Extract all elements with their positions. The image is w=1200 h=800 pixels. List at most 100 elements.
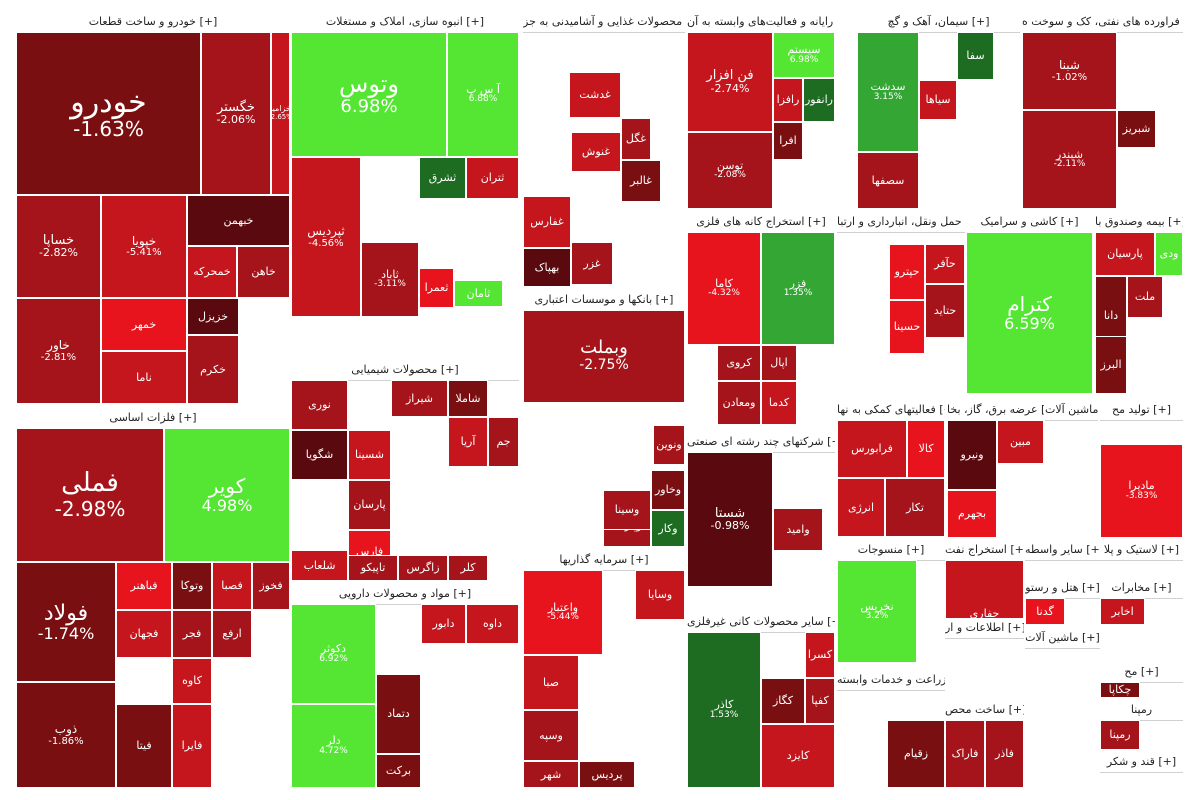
stock-tile[interactable]: نوری [291, 380, 348, 430]
stock-tile[interactable]: فصبا [212, 562, 252, 610]
stock-tile[interactable]: وکار [651, 510, 685, 547]
stock-tile[interactable]: وتوکا [172, 562, 212, 610]
sector-panel[interactable]: فراورده های نفتی، کک و سوخت ه [+]شبنا-1.… [1022, 12, 1183, 209]
stock-tile[interactable]: زاگرس [398, 555, 448, 581]
stock-tile[interactable]: شهر [523, 761, 579, 788]
sector-title[interactable]: خودرو و ساخت قطعات [+] [16, 12, 290, 33]
sector-title[interactable]: محصولات غذایی و آشامیدنی به جز [+] [523, 12, 685, 33]
stock-tile[interactable]: حآفر [925, 244, 965, 284]
sector-title[interactable]: فراورده های نفتی، کک و سوخت ه [+] [1022, 12, 1183, 33]
stock-tile[interactable]: توسن -2.08% [687, 132, 773, 209]
sector-title[interactable]: سیمان، آهک و گچ [+] [857, 12, 1020, 33]
stock-tile[interactable]: وتوس 6.98% [291, 32, 447, 157]
sector-panel[interactable]: رمپنا رمپنا [1100, 700, 1183, 750]
stock-tile[interactable]: سیاها [919, 80, 957, 120]
stock-tile[interactable]: اخابر [1100, 598, 1145, 625]
stock-tile[interactable]: کالا [907, 420, 945, 478]
sector-panel[interactable]: لاستیک و پلا [+] [1100, 540, 1183, 576]
sector-panel[interactable]: محصولات غذایی و آشامیدنی به جز [+] غدشت غگ… [523, 12, 685, 287]
stock-tile[interactable]: شیراز [391, 380, 448, 417]
stock-tile[interactable]: فاراک [945, 720, 985, 788]
stock-tile[interactable]: ذوب -1.86% [16, 682, 116, 788]
sector-panel[interactable]: سیمان، آهک و گچ [+] سدشت 3.15% سفا سیاها سصفه… [857, 12, 1020, 209]
sector-title[interactable]: فعالیتهای کمکی به نها [+] [837, 400, 945, 421]
sector-panel[interactable]: انبوه سازی، املاک و مستغلات [+] وتوس 6.98%… [291, 12, 519, 357]
sector-panel[interactable]: عرضه برق، گاز، بخا [+] ونیرو مبین بجهرم [947, 400, 1044, 538]
stock-tile[interactable]: داوه [466, 604, 519, 644]
stock-tile[interactable]: گدنا [1025, 598, 1065, 625]
sector-panel[interactable]: سایر واسطه [+] [1025, 540, 1100, 576]
stock-tile[interactable]: فجر [172, 610, 212, 658]
sector-title[interactable]: کاشی و سرامیک [+] [966, 212, 1093, 233]
stock-tile[interactable]: کروی [717, 345, 761, 381]
sector-panel[interactable]: کاشی و سرامیک [+] کترام 6.59% [966, 212, 1093, 394]
stock-tile[interactable]: کسرا [805, 632, 835, 678]
stock-tile[interactable]: ثتران [466, 157, 519, 199]
stock-tile[interactable]: زقیام [887, 720, 945, 788]
stock-tile[interactable]: کاما -4.32% [687, 232, 761, 345]
sector-panel[interactable]: محصولات شیمیایی [+] نوری شیراز شاملا شگویا شس… [291, 360, 519, 581]
stock-tile[interactable]: خپویا -5.41% [101, 195, 187, 298]
stock-tile[interactable]: ودی [1155, 232, 1183, 276]
sector-panel[interactable]: مخابرات [+] اخابر [1100, 578, 1183, 625]
sector-title[interactable]: قند و شکر [+] [1100, 752, 1183, 773]
stock-tile[interactable]: حپترو [889, 244, 925, 300]
stock-tile[interactable]: رافزا [773, 78, 803, 122]
stock-tile[interactable]: دلر 4.72% [291, 704, 376, 788]
stock-tile[interactable]: کترام 6.59% [966, 232, 1093, 394]
stock-tile[interactable]: خاهن [237, 246, 290, 298]
stock-tile[interactable]: وسپه [523, 710, 579, 761]
sector-panel[interactable]: مواد و محصولات دارویی [+] دکوثر 6.92% دلر 4.… [291, 584, 519, 788]
sector-title[interactable]: سایر محصولات کانی غیرفلزی [+] [687, 612, 835, 633]
stock-tile[interactable]: شستا -0.98% [687, 452, 773, 587]
sector-title[interactable]: ساخت محص [+] [945, 700, 1024, 721]
sector-title[interactable]: رایانه و فعالیت‌های وابسته به آن [+] [687, 12, 835, 33]
stock-tile[interactable]: خاور -2.81% [16, 298, 101, 404]
stock-tile[interactable]: وامید [773, 508, 823, 551]
stock-tile[interactable]: مادیرا -3.83% [1100, 444, 1183, 538]
stock-tile[interactable]: بهپاک [523, 248, 571, 287]
stock-tile[interactable]: ثپردیس -4.56% [291, 157, 361, 317]
sector-title[interactable]: ماشین آلات [+] [1045, 400, 1098, 421]
stock-tile[interactable]: فخوز [252, 562, 290, 610]
sector-panel[interactable]: سایر محصولات کانی غیرفلزی [+]کاذر1.53%کس… [687, 612, 835, 788]
stock-tile[interactable]: سصفها [857, 152, 919, 209]
sector-title[interactable]: سرمایه گذاریها [+] [523, 550, 685, 571]
stock-tile[interactable]: سدشت 3.15% [857, 32, 919, 152]
stock-tile[interactable]: آ س پ 6.88% [447, 32, 519, 157]
stock-tile[interactable]: اپال [761, 345, 797, 381]
stock-tile[interactable]: شلعاب [291, 550, 348, 581]
sector-panel[interactable]: هتل و رستو [+] گدنا [1025, 578, 1100, 625]
stock-tile[interactable]: غگل [621, 118, 651, 160]
stock-tile[interactable]: پارسیان [1095, 232, 1155, 276]
stock-tile[interactable]: بجهرم [947, 490, 997, 538]
stock-tile[interactable]: ثاباد -3.11% [361, 242, 419, 317]
sector-title[interactable]: سایر واسطه [+] [1025, 540, 1100, 561]
stock-tile[interactable]: صبا [523, 655, 579, 710]
sector-title[interactable]: استخراج نفت [+] [945, 540, 1024, 561]
stock-tile[interactable]: فاذر [985, 720, 1024, 788]
sector-title[interactable]: مح [+] [1100, 662, 1183, 683]
stock-tile[interactable]: تکار [885, 478, 945, 537]
stock-tile[interactable]: رانفور [803, 78, 835, 122]
stock-tile[interactable]: ونوین [653, 425, 685, 465]
stock-tile[interactable]: رمپنا [1100, 720, 1140, 750]
sector-title[interactable]: رمپنا [1100, 700, 1183, 721]
sector-panel[interactable]: فعالیتهای کمکی به نها [+] فرابورس کالا انرژ… [837, 400, 945, 537]
sector-panel[interactable]: ماشین آلات [+] [1045, 400, 1098, 538]
stock-tile[interactable]: برکت [376, 754, 421, 788]
stock-tile[interactable]: کویر 4.98% [164, 428, 290, 562]
stock-tile[interactable]: سفا [957, 32, 994, 80]
stock-tile[interactable]: شسینا [348, 430, 391, 480]
stock-tile[interactable]: غالبر [621, 160, 661, 202]
stock-tile[interactable]: خزامیا-2.65% [271, 32, 290, 195]
sector-panel[interactable]: سرمایه گذاریها [+] واعتبار -5.44% وسایا صبا و… [523, 550, 685, 788]
stock-tile[interactable]: شبنا -1.02% [1022, 32, 1117, 110]
sector-panel[interactable]: زراعت و خدمات وابسته [+] زقیام [837, 670, 945, 788]
stock-tile[interactable]: خودرو -1.63% [16, 32, 201, 195]
stock-tile[interactable]: ارفع [212, 610, 252, 658]
sector-panel[interactable]: تولید مح [+] مادیرا -3.83% [1100, 400, 1183, 538]
stock-tile[interactable]: مبین [997, 420, 1044, 464]
stock-tile[interactable]: خزیزل [187, 298, 239, 335]
stock-tile[interactable]: شبریز [1117, 110, 1156, 148]
